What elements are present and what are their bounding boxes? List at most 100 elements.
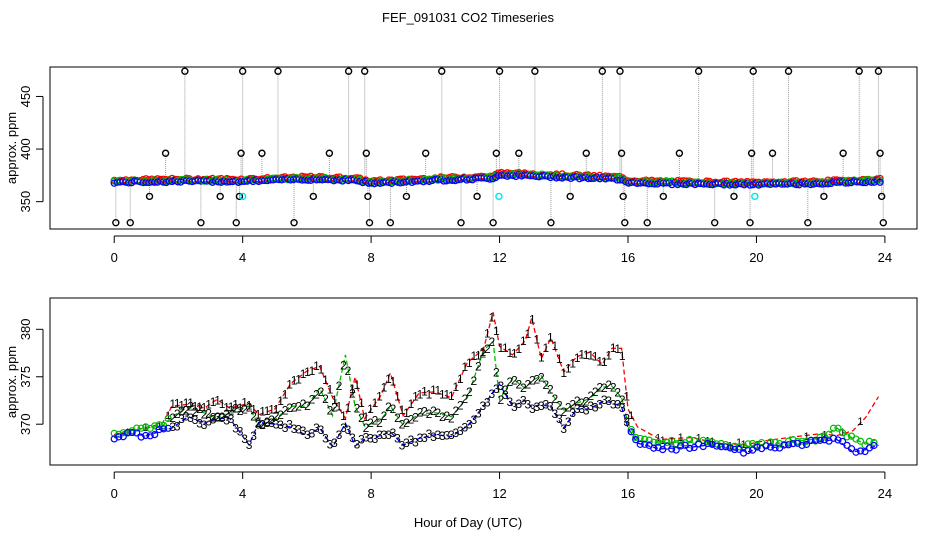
series-point-3 [722,443,730,451]
spike-point [749,67,757,75]
series-label-1: 1 [295,372,302,386]
spike-point [879,218,887,227]
series-label-3: 3 [623,415,630,429]
series-label-1: 1 [394,389,401,403]
series-label-2: 2 [583,395,590,409]
series-label-1: 1 [223,400,230,414]
series-label-2: 2 [223,407,230,421]
series-label-2: 2 [493,365,500,379]
series-label-3: 3 [448,428,455,442]
series-point-2 [744,440,752,448]
series-label-1: 1 [502,341,509,355]
series-label-2: 2 [417,406,424,420]
series-label-1: 1 [399,403,406,417]
series-label-2: 2 [484,342,491,356]
series-label-2: 2 [569,398,576,412]
series-label-3: 3 [228,412,235,426]
series-label-1: 1 [768,437,774,449]
series-label-1: 1 [349,382,356,396]
series-label-2: 2 [601,381,608,395]
bottom-plot-frame [49,297,918,466]
series-label-1: 1 [551,339,558,353]
series-label-1: 1 [169,397,176,411]
series-label-3: 3 [237,424,244,438]
series-label-2: 2 [497,393,504,407]
series-label-3: 3 [444,429,451,443]
series-label-2: 2 [394,411,401,425]
series-label-2: 2 [399,417,406,431]
series-label-3: 3 [556,412,563,426]
series-label-3: 3 [309,426,316,440]
series-label-2: 2 [565,401,572,415]
series-label-1: 1 [462,360,469,374]
series-label-2: 2 [466,385,473,399]
series-point-3 [713,442,721,450]
spike-point [694,67,703,75]
series-label-1: 1 [376,389,383,403]
series-label-1: 1 [196,400,203,414]
series-label-3: 3 [250,429,257,443]
series-label-3: 3 [551,407,558,421]
bottom-panel: approx. ppm 1 1 11111111111111111111111111… [4,297,918,501]
series-label-1: 1 [430,383,437,397]
series-point-3 [766,443,775,451]
series-label-2: 2 [210,410,217,424]
series-label-2: 2 [219,410,226,424]
series-label-3: 3 [417,431,424,445]
series-point-3 [636,440,644,448]
series-point-3 [753,443,761,451]
series-label-2: 2 [435,406,442,420]
series-label-2: 2 [291,401,298,415]
series-label-1: 1 [219,397,226,411]
series-label-1: 1 [803,431,809,443]
series-point-3 [771,444,779,452]
series-label-1: 1 [322,373,329,387]
series-point-3 [686,444,694,452]
series-label-2: 2 [560,405,567,419]
series-label-1: 1 [587,348,594,362]
spike-point [126,218,134,227]
series-label-2: 2 [623,411,630,425]
series-label-3: 3 [178,412,185,426]
top-y-axis-label: approx. ppm [4,112,19,184]
series-label-3: 3 [399,438,406,452]
spike-point [216,192,224,201]
spike-point [290,218,298,227]
series-label-1: 1 [390,375,397,389]
series-label-3: 3 [403,436,410,450]
series-label-2: 2 [502,383,509,397]
series-label-3: 3 [421,431,428,445]
series-label-3: 3 [273,417,280,431]
spike-point [619,192,627,201]
series-label-1: 1 [614,342,621,356]
series-label-2: 2 [376,416,383,430]
series-label-2: 2 [318,385,325,399]
series-point-3 [124,428,132,437]
series-label-1: 1 [569,357,576,371]
spike-point [258,149,266,157]
series-point-2 [838,429,847,437]
series-label-1: 1 [426,388,433,402]
series-label-3: 3 [277,418,284,432]
series-label-3: 3 [246,438,253,452]
series-label-1: 1 [484,327,491,341]
series-label-1: 1 [457,372,464,386]
series-label-2: 2 [196,402,203,416]
spike-point [362,149,370,157]
series-label-2: 2 [237,404,244,418]
series-label-2: 2 [250,409,257,423]
series-point-2 [829,424,838,432]
series-label-2: 2 [520,381,527,395]
series-label-1: 1 [178,399,185,413]
series-label-2: 2 [255,416,262,430]
series-label-3: 3 [232,421,239,435]
series-label-2: 2 [489,335,496,349]
series-label-3: 3 [592,400,599,414]
series-point-3 [708,440,716,448]
series-label-3: 3 [471,413,478,427]
series-label-2: 2 [448,411,455,425]
series-label-3: 3 [349,431,356,445]
series-point-2 [133,424,141,432]
series-point-3 [659,446,667,454]
series-label-2: 2 [385,400,392,414]
